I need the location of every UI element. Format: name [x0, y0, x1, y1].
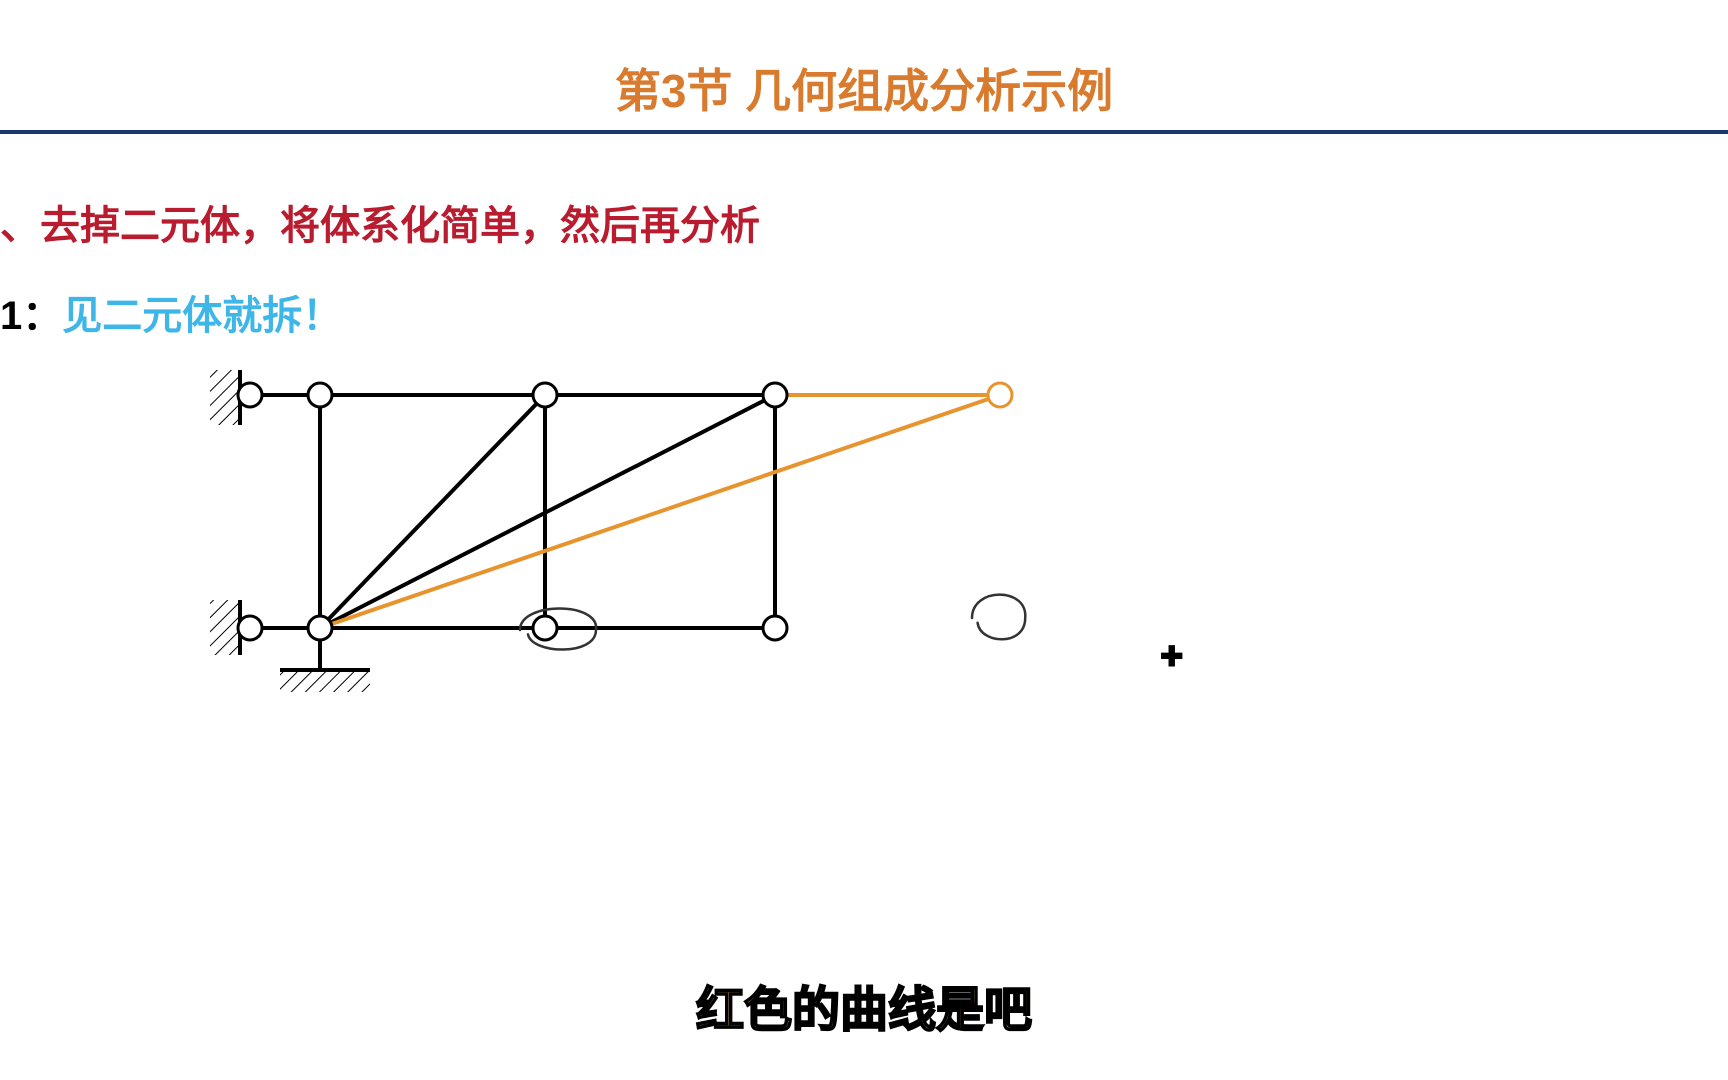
truss-diagram	[180, 350, 1230, 730]
caption-text: 红色的曲线是吧	[0, 970, 1728, 1040]
subtitle-1: 、去掉二元体，将体系化简单，然后再分析	[0, 193, 760, 251]
subtitle-2: 1：见二元体就拆！	[0, 283, 342, 341]
page-title: 第3节 几何组成分析示例	[0, 55, 1728, 121]
title-divider	[0, 130, 1728, 134]
subtitle-2-text: 见二元体就拆！	[62, 294, 342, 338]
cursor-icon: ✚	[1160, 640, 1183, 673]
subtitle-2-prefix: 1：	[0, 294, 62, 338]
